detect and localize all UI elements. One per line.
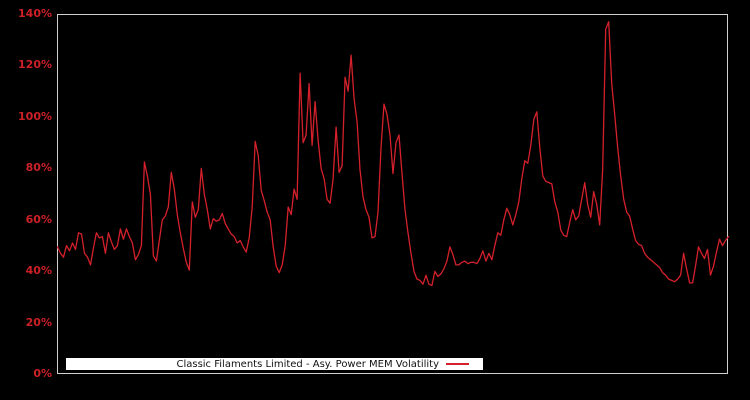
y-tick-label: 80% (25, 161, 52, 175)
legend: Classic Filaments Limited - Asy. Power M… (66, 358, 483, 370)
y-tick-label: 0% (33, 367, 52, 381)
plot-area (57, 14, 728, 374)
y-tick-label: 140% (18, 7, 52, 20)
legend-line-sample (446, 363, 469, 365)
y-tick-label: 60% (25, 212, 52, 226)
y-tick-label: 40% (25, 264, 52, 278)
volatility-line (56, 21, 730, 287)
y-tick-label: 120% (18, 58, 52, 72)
y-tick-label: 100% (18, 109, 52, 123)
legend-label: Classic Filaments Limited - Asy. Power M… (176, 358, 439, 370)
y-tick-label: 20% (25, 315, 52, 329)
